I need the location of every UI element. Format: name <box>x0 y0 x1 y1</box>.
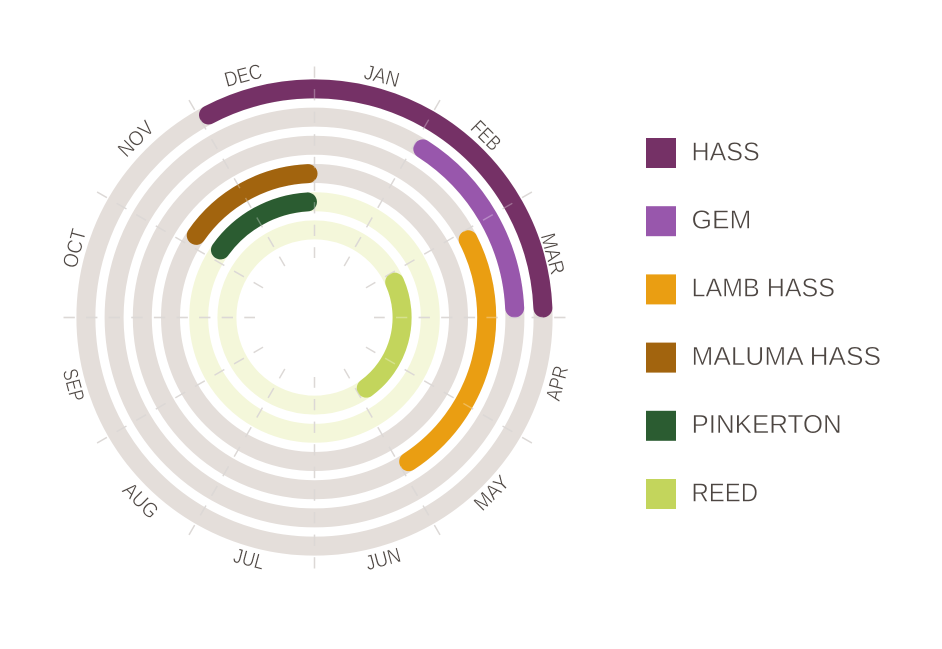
svg-text:HASS: HASS <box>692 136 760 166</box>
svg-text:LAMB HASS: LAMB HASS <box>692 273 836 303</box>
svg-text:MALUMA HASS: MALUMA HASS <box>692 341 882 371</box>
svg-text:GEM: GEM <box>692 205 752 235</box>
svg-text:PINKERTON: PINKERTON <box>692 409 842 439</box>
svg-text:REED: REED <box>692 477 759 507</box>
svg-text:APR: APR <box>542 363 573 403</box>
